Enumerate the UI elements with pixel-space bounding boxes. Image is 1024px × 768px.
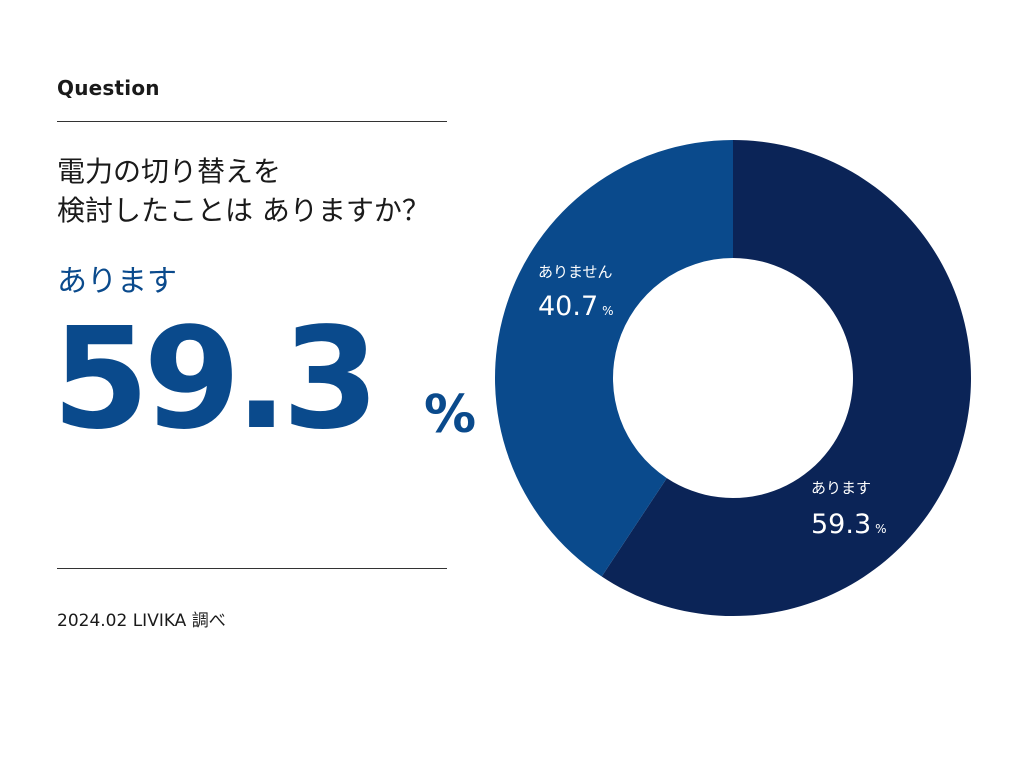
question-line-1: 電力の切り替えを [57,155,282,188]
highlight-label: あります [57,264,177,299]
highlight-value: 59.3 [52,298,379,461]
question-text: 電力の切り替えを 検討したことは ありますか？ [57,152,430,230]
slice-value-no: 40.7 [538,291,598,322]
slice-label-no: ありません [538,263,613,281]
highlight-unit: % [424,385,477,445]
bottom-divider [57,568,447,569]
question-label: Question [57,76,160,100]
donut-slice-yes [601,140,971,616]
question-line-2: 検討したことは ありますか？ [57,194,430,227]
source-note: 2024.02 LIVIKA 調べ [57,611,226,631]
donut-slice-no [495,140,733,577]
top-divider [57,121,447,122]
slice-unit-no: % [602,304,613,318]
slice-unit-yes: % [875,522,886,536]
slice-value-yes: 59.3 [811,509,871,540]
slice-label-yes: あります [811,479,871,497]
